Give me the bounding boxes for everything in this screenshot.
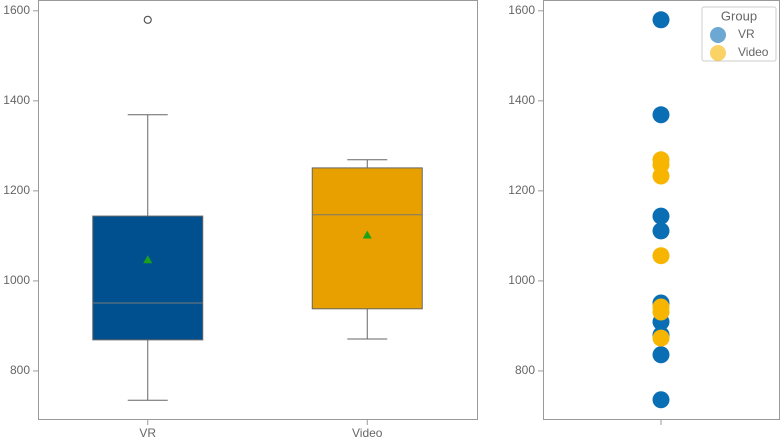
- left-panel-frame: [38, 0, 478, 420]
- point: [652, 303, 670, 321]
- y-tick-label: 1000: [3, 273, 30, 287]
- point: [652, 222, 670, 240]
- y-tick-label: 1400: [3, 93, 30, 107]
- box: [92, 215, 204, 341]
- x-tick-label: VR: [139, 426, 156, 440]
- right-panel-frame: [543, 0, 780, 420]
- outlier: [143, 15, 152, 24]
- point: [652, 106, 670, 124]
- y-tick-label: 1600: [508, 3, 535, 17]
- x-tick-label: Video: [352, 426, 383, 440]
- y-tick-label: 1200: [3, 183, 30, 197]
- point: [652, 11, 670, 29]
- legend-marker: [710, 45, 726, 61]
- y-tick-label: 1600: [3, 3, 30, 17]
- mean-marker: [362, 230, 372, 239]
- point: [652, 167, 670, 185]
- y-tick-label: 800: [10, 363, 30, 377]
- y-tick-label: 1400: [508, 93, 535, 107]
- legend-label: VR: [738, 27, 755, 41]
- point: [652, 247, 670, 265]
- point: [652, 391, 670, 409]
- legend-title: Group: [721, 8, 757, 23]
- y-tick-label: 1000: [508, 273, 535, 287]
- point: [652, 346, 670, 364]
- point: [652, 207, 670, 225]
- point: [652, 329, 670, 347]
- mean-marker: [143, 255, 153, 264]
- y-tick-label: 800: [515, 363, 535, 377]
- legend-label: Video: [738, 45, 769, 59]
- y-tick-label: 1200: [508, 183, 535, 197]
- legend-marker: [710, 27, 726, 43]
